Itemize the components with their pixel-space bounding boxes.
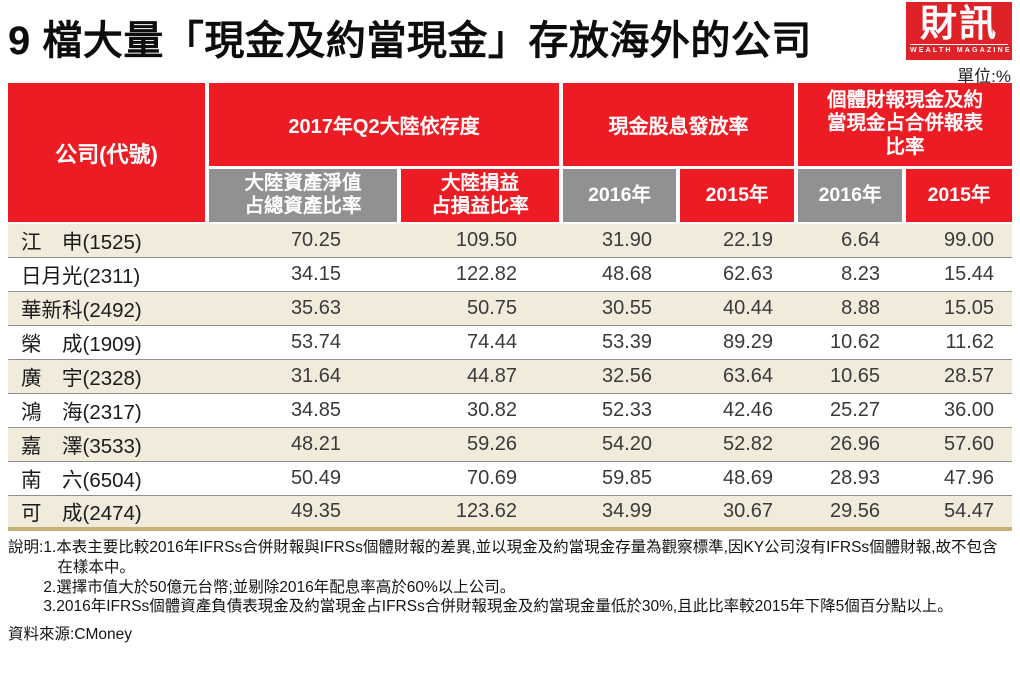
company-cell: 廣 宇(2328) bbox=[8, 358, 207, 393]
company-cell: 可 成(2474) bbox=[8, 494, 207, 531]
notes-items: 1.本表主要比較2016年IFRSs合併財報與IFRSs個體財報的差異,並以現金… bbox=[43, 538, 1012, 617]
table-row: 華新科(2492) 35.63 50.75 30.55 40.44 8.88 1… bbox=[8, 290, 1013, 325]
subheader-china-profit: 大陸損益 占損益比率 bbox=[396, 167, 562, 224]
company-cell: 日月光(2311) bbox=[8, 256, 207, 291]
table-body: 江 申(1525) 70.25 109.50 31.90 22.19 6.64 … bbox=[8, 223, 1013, 531]
table-row: 廣 宇(2328) 31.64 44.87 32.56 63.64 10.65 … bbox=[8, 358, 1013, 393]
company-cell: 江 申(1525) bbox=[8, 223, 207, 257]
subheader-china-net-assets: 大陸資產淨值 占總資產比率 bbox=[205, 167, 399, 224]
group-header-parent-cash-ratio: 個體財報現金及約當現金占合併報表比率 bbox=[794, 83, 1013, 169]
subheader-dividend-2015: 2015年 bbox=[676, 167, 797, 224]
notes-label: 說明: bbox=[8, 539, 44, 556]
page-header: 9 檔大量「現金及約當現金」存放海外的公司 財訊 WEALTH MAGAZINE… bbox=[8, 0, 1012, 86]
data-source: 資料來源:CMoney bbox=[8, 626, 133, 644]
wealth-magazine-logo: 財訊 WEALTH MAGAZINE bbox=[906, 2, 1012, 60]
subheader-dividend-2016: 2016年 bbox=[559, 167, 679, 224]
companies-table: 公司(代號) 2017年Q2大陸依存度 現金股息發放率 個體財報現金及約當現金占… bbox=[8, 83, 1013, 531]
note-item-1: 1.本表主要比較2016年IFRSs合併財報與IFRSs個體財報的差異,並以現金… bbox=[43, 539, 998, 576]
notes-block: 說明: 1.本表主要比較2016年IFRSs合併財報與IFRSs個體財報的差異,… bbox=[8, 538, 1012, 617]
table-row: 嘉 澤(3533) 48.21 59.26 54.20 52.82 26.96 … bbox=[8, 426, 1013, 461]
company-cell: 鴻 海(2317) bbox=[8, 392, 207, 427]
page-title: 9 檔大量「現金及約當現金」存放海外的公司 bbox=[8, 19, 812, 63]
group-header-china-dependency: 2017年Q2大陸依存度 bbox=[204, 83, 562, 169]
subheader-cashratio-2016: 2016年 bbox=[794, 167, 905, 224]
company-cell: 華新科(2492) bbox=[8, 290, 207, 325]
logo-wordmark: 財訊 bbox=[920, 3, 998, 44]
table-row: 南 六(6504) 50.49 70.69 59.85 48.69 28.93 … bbox=[8, 460, 1013, 495]
table-row: 可 成(2474) 49.35 123.62 34.99 30.67 29.56… bbox=[8, 494, 1013, 531]
unit-label: 單位:% bbox=[957, 67, 1011, 86]
logo-subtitle: WEALTH MAGAZINE bbox=[910, 44, 1010, 54]
table-row: 鴻 海(2317) 34.85 30.82 52.33 42.46 25.27 … bbox=[8, 392, 1013, 427]
column-header-company: 公司(代號) bbox=[8, 83, 209, 224]
group-header-dividend-payout: 現金股息發放率 bbox=[559, 83, 797, 169]
table-row: 日月光(2311) 34.15 122.82 48.68 62.63 8.23 … bbox=[8, 256, 1013, 291]
company-cell: 南 六(6504) bbox=[8, 460, 207, 495]
table-header: 公司(代號) 2017年Q2大陸依存度 現金股息發放率 個體財報現金及約當現金占… bbox=[8, 83, 1013, 224]
company-cell: 榮 成(1909) bbox=[8, 324, 207, 359]
company-cell: 嘉 澤(3533) bbox=[8, 426, 207, 461]
table-row: 江 申(1525) 70.25 109.50 31.90 22.19 6.64 … bbox=[8, 223, 1013, 257]
subheader-cashratio-2015: 2015年 bbox=[902, 167, 1013, 224]
table-row: 榮 成(1909) 53.74 74.44 53.39 89.29 10.62 … bbox=[8, 324, 1013, 359]
note-item-2: 2.選擇市值大於50億元台幣;並剔除2016年配息率高於60%以上公司。 bbox=[43, 578, 516, 596]
note-item-3: 3.2016年IFRSs個體資產負債表現金及約當現金占IFRSs合併財報現金及約… bbox=[43, 598, 953, 616]
